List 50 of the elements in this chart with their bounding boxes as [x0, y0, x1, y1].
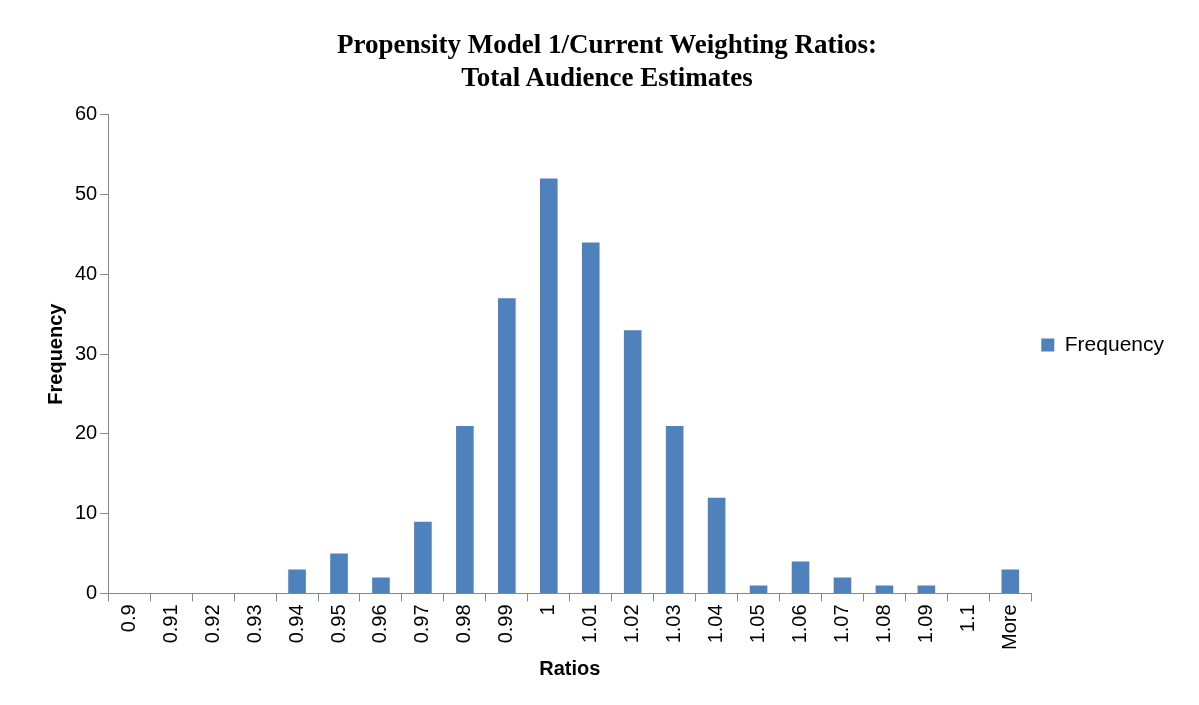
bar — [791, 561, 810, 593]
bar — [875, 585, 894, 593]
y-tick-label: 20 — [75, 421, 98, 444]
x-tick-label: 1.02 — [620, 604, 643, 644]
bar — [288, 569, 306, 593]
x-tick-label: 1.06 — [788, 604, 811, 644]
y-tick-label: 50 — [75, 182, 98, 205]
x-tick-label: 1.05 — [746, 604, 769, 644]
x-tick-label: 1.07 — [830, 604, 852, 644]
bar — [539, 178, 558, 593]
chart-title: Propensity Model 1/Current Weighting Ratios: Total Audience Estimates — [337, 29, 877, 92]
bar — [330, 553, 348, 593]
x-tick-label: 1.03 — [662, 604, 685, 644]
bar — [833, 577, 852, 593]
x-tick-label: 1.09 — [913, 604, 936, 644]
x-tick-label: 0.91 — [158, 604, 181, 644]
y-tick-label: 60 — [75, 102, 98, 125]
bar — [917, 585, 936, 593]
x-axis-title: Ratios — [539, 656, 601, 679]
y-tick-label: 10 — [75, 501, 98, 524]
x-tick-label: 1.1 — [955, 604, 978, 633]
x-tick-label: 0.95 — [326, 604, 349, 644]
x-tick-label: 1.08 — [871, 604, 894, 644]
legend-label: Frequency — [1064, 331, 1165, 355]
bar — [623, 330, 642, 593]
x-tick-label: 0.94 — [284, 604, 307, 644]
x-tick-label: 1.04 — [704, 604, 727, 644]
x-tick-label: 0.97 — [410, 604, 433, 644]
y-tick-label: 0 — [86, 580, 98, 603]
x-tick-label: 1 — [536, 604, 559, 616]
y-axis-title: Frequency — [43, 302, 66, 405]
bar — [707, 497, 726, 593]
x-tick-label: 0.93 — [242, 604, 265, 644]
x-tick-label: More — [997, 604, 1020, 651]
bar — [456, 425, 474, 593]
bar — [1001, 569, 1020, 593]
x-tick-label: 0.9 — [116, 604, 139, 633]
bar — [749, 585, 768, 593]
y-tick-label: 40 — [75, 261, 98, 284]
y-tick-label: 30 — [75, 341, 98, 364]
bar — [665, 425, 684, 593]
x-tick-label: 0.96 — [368, 604, 391, 644]
bar — [414, 521, 432, 593]
x-tick-label: 0.99 — [494, 604, 517, 644]
bar — [372, 577, 390, 593]
x-tick-label: 0.92 — [200, 604, 223, 644]
x-tick-label: 1.01 — [578, 604, 601, 644]
x-tick-label: 0.98 — [452, 604, 475, 644]
bar — [498, 298, 516, 593]
bar — [581, 242, 600, 593]
